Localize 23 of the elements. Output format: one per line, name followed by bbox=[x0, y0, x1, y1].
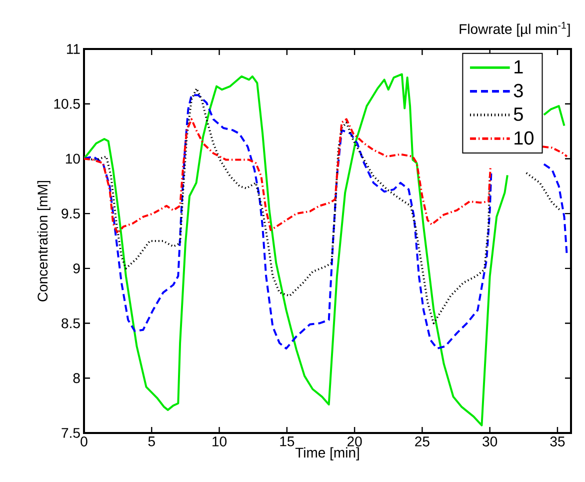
x-tick-label: 10 bbox=[212, 436, 227, 446]
y-tick-label: 11 bbox=[67, 44, 80, 54]
x-tick-label: 30 bbox=[482, 436, 498, 446]
x-tick-label: 5 bbox=[148, 436, 155, 446]
x-axis-title: Time [min] bbox=[295, 447, 359, 460]
y-tick-label: 8 bbox=[73, 373, 80, 384]
legend-label: 10 bbox=[514, 131, 534, 145]
x-tick-label: 25 bbox=[415, 436, 430, 446]
y-tick-label: 8.5 bbox=[62, 318, 80, 328]
legend-title: Flowrate [µl min$^{-1}$] bbox=[460, 22, 570, 37]
y-tick-label: 9.5 bbox=[62, 208, 80, 219]
x-tick-label: 15 bbox=[280, 436, 294, 446]
x-tick-label: 0 bbox=[80, 436, 88, 446]
legend-label: 1 bbox=[514, 60, 523, 74]
x-tick-label: 20 bbox=[347, 436, 362, 446]
x-tick-label: 35 bbox=[550, 436, 565, 446]
legend-label: 3 bbox=[514, 84, 523, 98]
legend-label: 5 bbox=[514, 108, 523, 121]
y-tick-label: 7.5 bbox=[62, 428, 80, 438]
y-axis-title: Concentration [mM] bbox=[37, 180, 50, 302]
y-tick-label: 10.5 bbox=[54, 98, 80, 109]
y-tick-label: 10 bbox=[66, 154, 80, 164]
y-tick-label: 9 bbox=[73, 263, 80, 274]
